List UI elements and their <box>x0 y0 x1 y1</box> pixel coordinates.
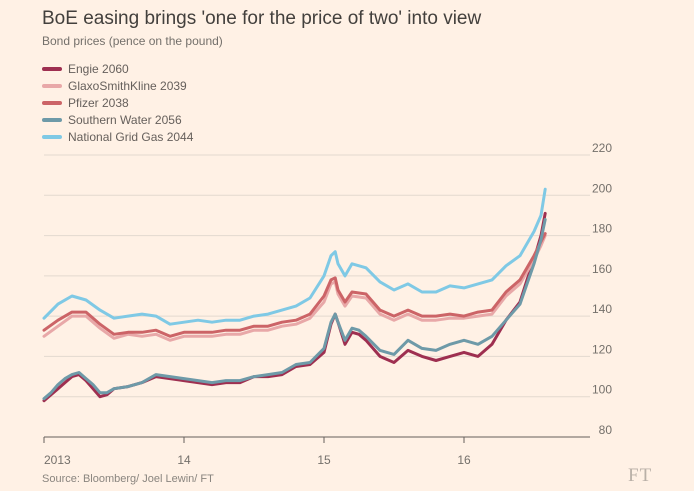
y-tick-label-200: 200 <box>592 181 612 195</box>
y-tick-label-100: 100 <box>592 383 612 397</box>
y-tick-label-220: 220 <box>592 141 612 155</box>
legend-label-southern-water-2056: Southern Water 2056 <box>68 112 182 127</box>
legend-swatch-engie-2060 <box>42 66 62 71</box>
y-tick-label-160: 160 <box>592 262 612 276</box>
series-line-southern-water-2056 <box>42 218 547 401</box>
x-tick-label-14: 14 <box>177 453 191 467</box>
chart-title: BoE easing brings 'one for the price of … <box>42 8 482 29</box>
source-note: Source: Bloomberg/ Joel Lewin/ FT <box>42 473 214 485</box>
series-line-glaxosmithkline-2039 <box>42 234 547 342</box>
legend: Engie 2060 GlaxoSmithKline 2039 Pfizer 2… <box>42 60 193 145</box>
legend-item-engie-2060: Engie 2060 <box>42 60 193 77</box>
legend-swatch-national-grid-gas-2044 <box>42 134 62 139</box>
x-tick-label-2013: 2013 <box>44 453 71 467</box>
y-tick-label-120: 120 <box>592 342 612 356</box>
y-tick-label-140: 140 <box>592 302 612 316</box>
legend-label-engie-2060: Engie 2060 <box>68 61 129 76</box>
legend-item-glaxosmithkline-2039: GlaxoSmithKline 2039 <box>42 77 193 94</box>
series-line-pfizer-2038 <box>42 232 547 338</box>
ft-logo: FT <box>628 465 653 486</box>
x-tick-label-16: 16 <box>457 453 471 467</box>
legend-label-pfizer-2038: Pfizer 2038 <box>68 95 129 110</box>
legend-swatch-glaxosmithkline-2039 <box>42 83 62 88</box>
x-tick-label-15: 15 <box>317 453 331 467</box>
legend-swatch-pfizer-2038 <box>42 100 62 105</box>
chart-subtitle: Bond prices (pence on the pound) <box>42 34 223 48</box>
legend-swatch-southern-water-2056 <box>42 117 62 122</box>
y-tick-label-80: 80 <box>599 423 613 437</box>
y-tick-label-180: 180 <box>592 222 612 236</box>
series-line-national-grid-gas-2044 <box>42 187 547 326</box>
legend-item-pfizer-2038: Pfizer 2038 <box>42 94 193 111</box>
series-line-engie-2060 <box>42 211 547 403</box>
legend-label-glaxosmithkline-2039: GlaxoSmithKline 2039 <box>68 78 187 93</box>
legend-item-national-grid-gas-2044: National Grid Gas 2044 <box>42 128 193 145</box>
legend-item-southern-water-2056: Southern Water 2056 <box>42 111 193 128</box>
legend-label-national-grid-gas-2044: National Grid Gas 2044 <box>68 129 194 144</box>
